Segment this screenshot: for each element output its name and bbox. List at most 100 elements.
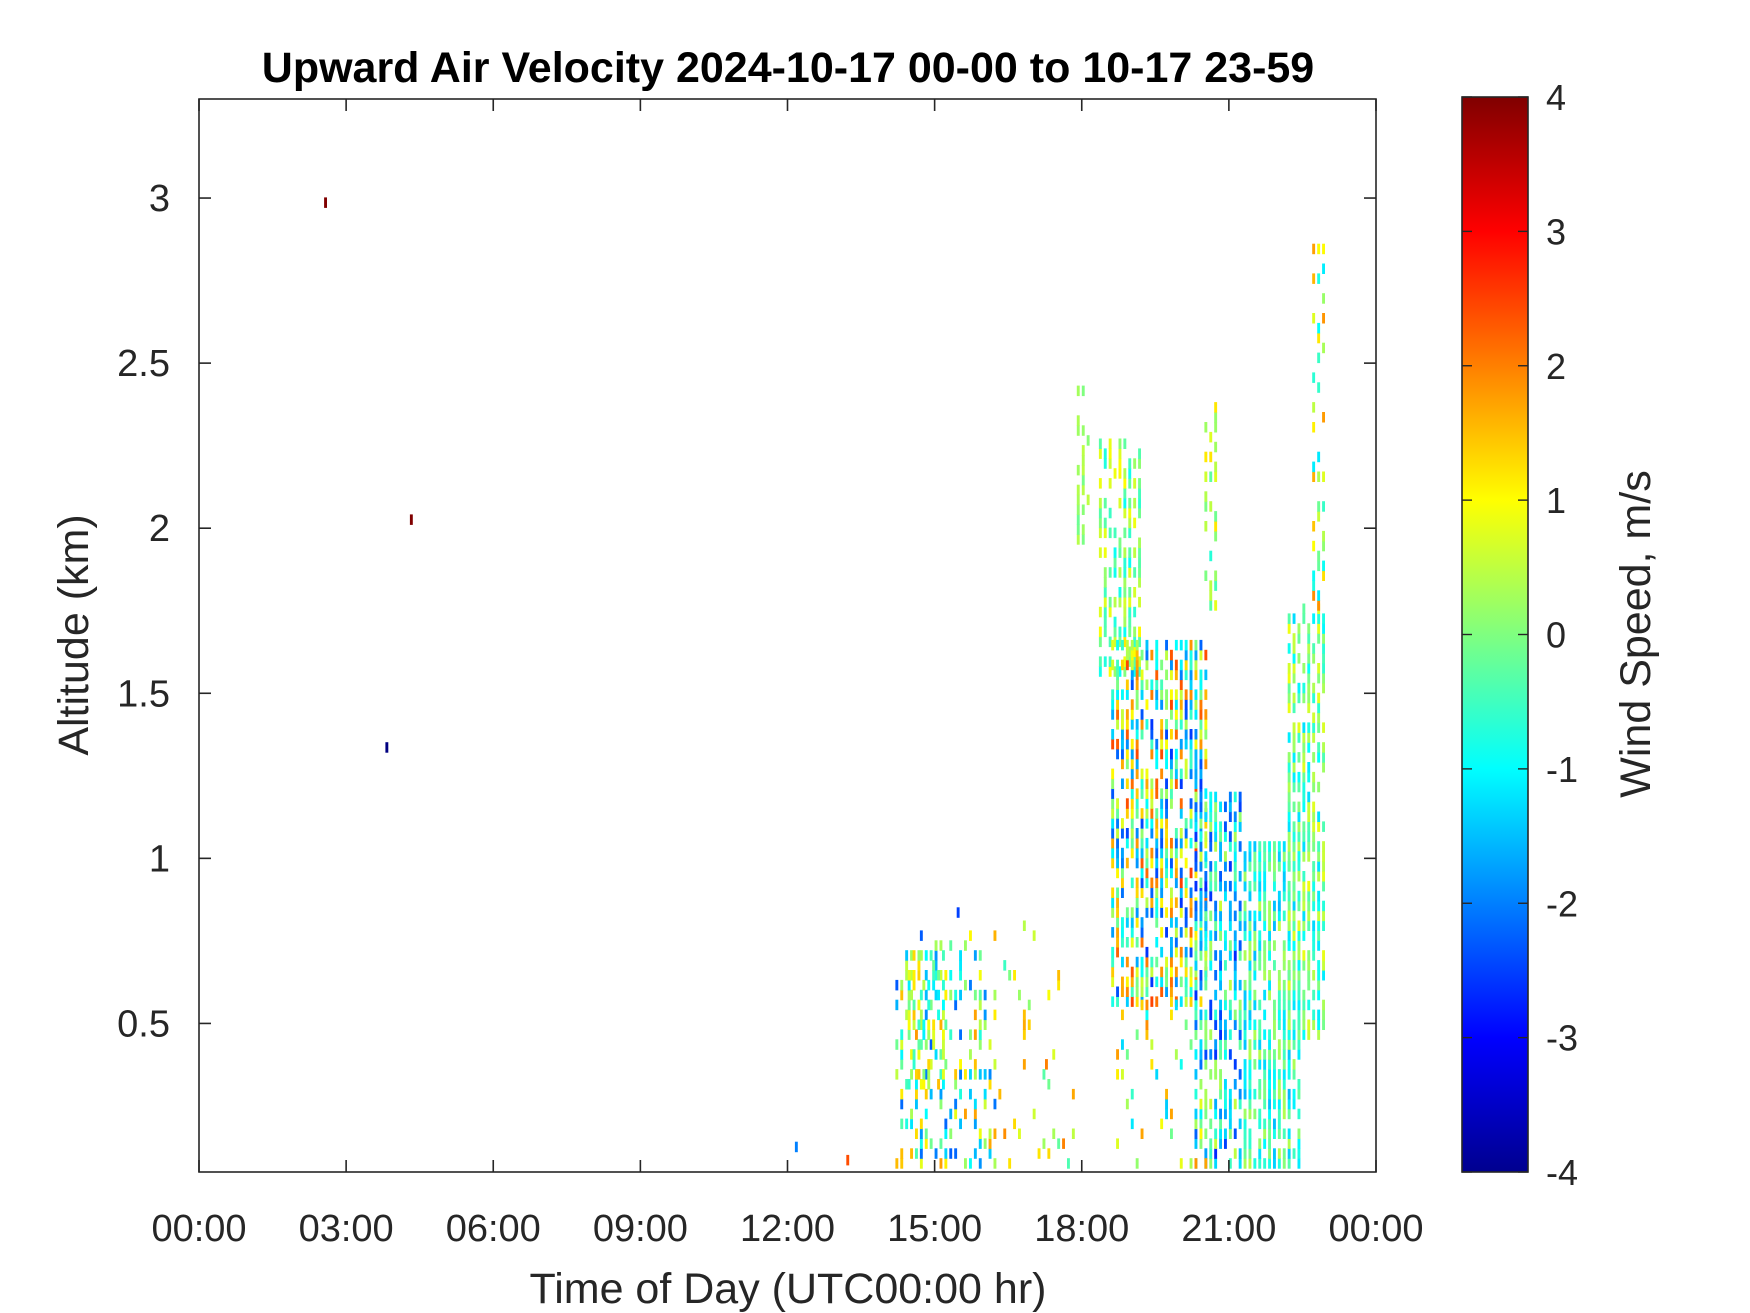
heatmap-cell [1174,877,1178,889]
heatmap-cell [1287,1128,1291,1139]
heatmap-cell [1287,1039,1291,1050]
heatmap-cell [1322,1019,1325,1030]
heatmap-cell [1219,1128,1222,1139]
heatmap-cell [1312,940,1316,951]
heatmap-cell [1204,979,1208,991]
heatmap-cell [1204,1148,1208,1159]
heatmap-cell [1125,679,1129,690]
heatmap-cell [1199,1009,1203,1021]
heatmap-cell [1194,867,1198,879]
heatmap-cell [1184,818,1188,829]
heatmap-cell [1233,1079,1237,1090]
heatmap-cell [1145,1019,1149,1030]
heatmap-cell [959,1118,962,1130]
heatmap-cell [1111,857,1115,869]
heatmap-cell [1282,979,1286,991]
heatmap-cell [1248,979,1252,991]
heatmap-cell [1194,831,1198,842]
heatmap-cell [964,940,967,951]
heatmap-cell [1116,867,1119,879]
heatmap-cell [1133,587,1137,598]
heatmap-cell [1317,722,1321,733]
y-tick-label: 3 [149,178,170,220]
heatmap-cell [978,1158,982,1169]
heatmap-cell [1170,768,1173,780]
heatmap-cell [1150,1039,1154,1050]
heatmap-cell [1189,649,1193,661]
heatmap-cell [1243,871,1247,882]
x-tick-label: 18:00 [1034,1208,1129,1250]
heatmap-cell [973,1029,977,1040]
heatmap-cell [1150,887,1154,898]
heatmap-cell [1258,1158,1262,1169]
heatmap-cell [1204,788,1208,799]
heatmap-cell [1121,986,1124,997]
heatmap-cell [1121,937,1124,948]
heatmap-cell [1165,966,1168,978]
heatmap-cell [1121,956,1124,968]
heatmap-cell [1312,372,1316,383]
heatmap-cell [1160,798,1164,809]
heatmap-cell [1155,867,1159,879]
heatmap-cell [1243,880,1247,892]
heatmap-cell [934,1148,938,1159]
heatmap-cell [1248,1128,1252,1139]
heatmap-cell [1277,1039,1281,1050]
heatmap-cell [1253,880,1257,892]
heatmap-cell [1194,639,1198,651]
heatmap-cell [1238,1019,1242,1030]
heatmap-cell [1302,791,1306,803]
heatmap-cell [1287,861,1291,872]
heatmap-cell [1297,1138,1301,1149]
heatmap-cell [1224,999,1227,1011]
heatmap-cell [1165,639,1168,651]
heatmap-cell [1282,910,1286,922]
heatmap-cell [900,1088,904,1100]
heatmap-cell [1292,910,1296,922]
heatmap-cell [939,1138,943,1149]
heatmap-cell [1138,537,1141,548]
heatmap-cell [1098,438,1102,449]
heatmap-cell [1179,996,1183,1007]
heatmap-cell [1116,1069,1119,1080]
heatmap-cell [964,1108,967,1120]
heatmap-cell [910,1108,913,1120]
heatmap-cell [1253,930,1257,941]
heatmap-cell [1277,979,1281,991]
heatmap-cell [1098,656,1102,667]
heatmap-cell [1317,352,1321,364]
heatmap-cell [1194,861,1198,872]
heatmap-cell [1204,501,1208,512]
heatmap-cell [1145,1029,1149,1040]
heatmap-cell [1258,1029,1262,1040]
heatmap-cell [1248,1009,1252,1021]
heatmap-cell [1199,801,1203,813]
heatmap-cell [1194,729,1198,740]
heatmap-cell [944,1019,948,1030]
heatmap-cell [1287,999,1291,1011]
heatmap-cell [1287,732,1291,743]
heatmap-cell [1199,930,1203,941]
heatmap-cell [1199,818,1203,829]
heatmap-cell [1268,1118,1271,1130]
heatmap-cell [1125,1049,1129,1060]
heatmap-cell [1165,788,1168,799]
heatmap-cell [1228,1029,1232,1040]
heatmap-cell [1273,1009,1276,1021]
heatmap-cell [1228,1088,1232,1100]
heatmap-cell [907,999,911,1011]
heatmap-cell [1145,877,1149,889]
heatmap-cell [1130,1088,1134,1100]
heatmap-cell [1194,699,1198,710]
heatmap-cell [1123,596,1127,608]
heatmap-cell [1135,798,1139,809]
heatmap-cell [1199,1128,1203,1139]
heatmap-cell [1140,956,1144,968]
heatmap-cell [1138,636,1141,648]
heatmap-cell [1317,960,1321,971]
heatmap-cell [919,950,923,961]
heatmap-cell [944,989,948,1001]
heatmap-cell [929,999,933,1011]
heatmap-cell [1135,738,1139,750]
